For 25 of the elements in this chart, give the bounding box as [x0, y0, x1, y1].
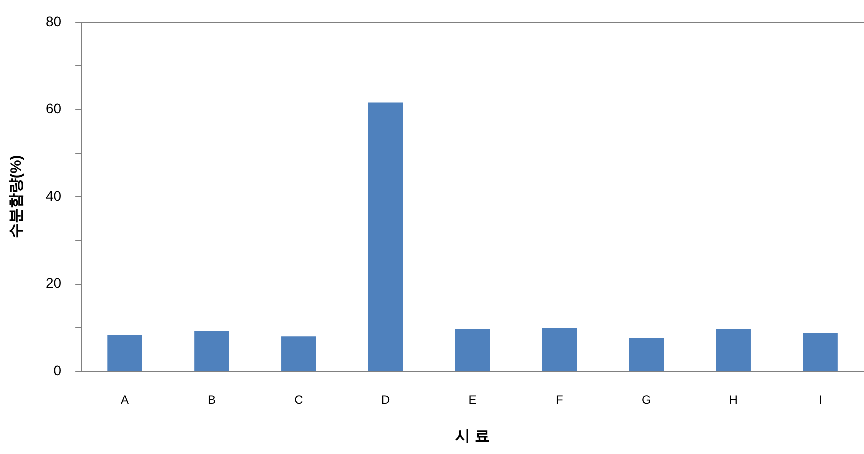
bar	[368, 102, 404, 372]
bar	[108, 335, 142, 372]
x-tick-label: F	[556, 393, 564, 408]
y-axis-title: 수분함량(%)	[8, 155, 26, 239]
bar	[803, 333, 838, 372]
bar	[282, 336, 316, 372]
x-tick-label: C	[294, 393, 304, 408]
x-axis-title: 시 료	[456, 428, 490, 446]
y-tick-label: 0	[54, 362, 62, 378]
bar	[194, 331, 230, 372]
x-tick-label: G	[642, 393, 652, 408]
bar	[542, 328, 578, 372]
bar	[629, 338, 664, 372]
y-tick-label: 40	[46, 188, 62, 204]
y-tick-label: 20	[46, 275, 62, 292]
bar	[716, 329, 751, 372]
x-tick-label: B	[208, 393, 216, 408]
x-tick-label: E	[468, 393, 477, 408]
y-tick-label: 60	[46, 100, 62, 117]
y-tick-label: 80	[46, 13, 62, 30]
x-tick-label: H	[729, 393, 738, 408]
x-tick-label: A	[121, 393, 130, 408]
bar	[455, 329, 490, 372]
x-tick-label: I	[818, 393, 822, 408]
x-tick-label: D	[382, 393, 391, 408]
